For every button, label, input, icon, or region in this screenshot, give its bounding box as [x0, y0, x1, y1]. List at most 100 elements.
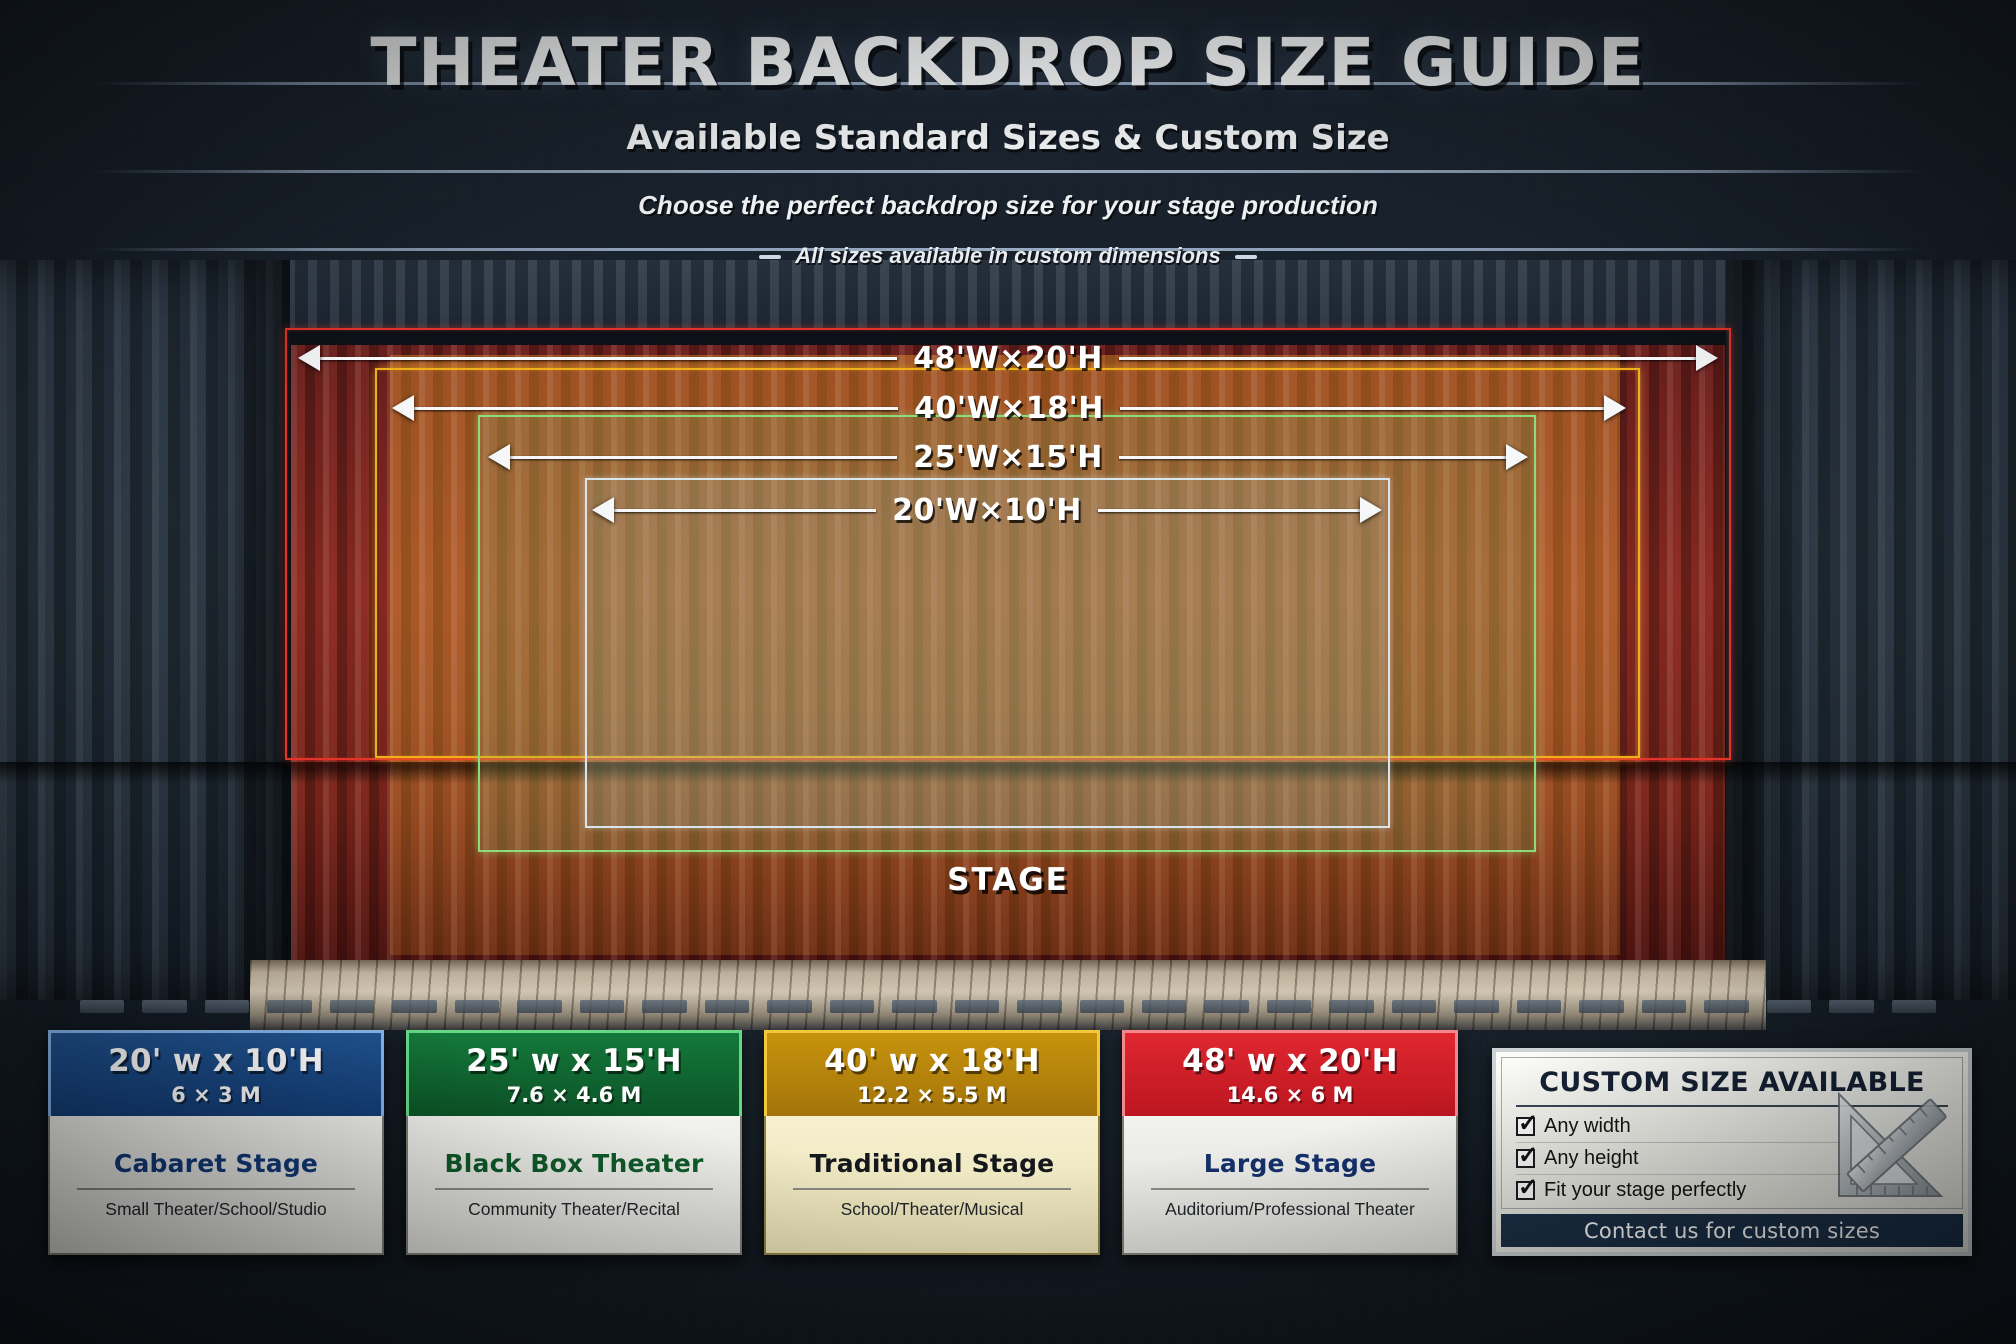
custom-size-inner: CUSTOM SIZE AVAILABLE Any width Any heig… — [1501, 1057, 1963, 1209]
seat — [517, 1000, 562, 1013]
dimension-line-left — [510, 455, 898, 459]
page-microline: All sizes available in custom dimensions — [0, 243, 2016, 269]
feature-label: Any height — [1544, 1147, 1639, 1169]
card-metric: 14.6 × 6 M — [1226, 1082, 1354, 1107]
seat — [80, 1000, 125, 1013]
card-feet: 40' w x 18'H — [824, 1042, 1040, 1079]
arrow-right-icon — [1604, 395, 1627, 421]
seat — [1579, 1000, 1624, 1013]
dimension-row-48x20: 48'W×20'H — [298, 338, 1719, 378]
seat — [1329, 1000, 1374, 1013]
card-use: Auditorium/Professional Theater — [1165, 1198, 1415, 1219]
seat — [1204, 1000, 1249, 1013]
checkbox-checked-icon[interactable] — [1516, 1176, 1538, 1200]
seat — [1891, 1000, 1937, 1013]
seat — [1391, 1000, 1437, 1013]
seat — [1454, 1000, 1499, 1013]
page-tagline: Choose the perfect backdrop size for you… — [638, 190, 1378, 220]
arrow-left-icon — [488, 444, 510, 470]
seat — [1516, 1000, 1562, 1013]
microline-text: All sizes available in custom dimensions — [795, 243, 1221, 268]
custom-size-cta[interactable]: Contact us for custom sizes — [1501, 1214, 1963, 1247]
dimension-row-20x10: 20'W×10'H — [592, 490, 1383, 530]
seat — [767, 1000, 812, 1013]
dimension-line-right — [1118, 455, 1507, 459]
card-name: Cabaret Stage — [113, 1149, 319, 1179]
dimension-label: 40'W×18'H — [914, 390, 1104, 426]
feature-label: Fit your stage perfectly — [1544, 1179, 1747, 1201]
dimension-row-25x15: 25'W×15'H — [488, 437, 1529, 477]
seat — [1704, 1000, 1749, 1013]
dimension-line-right — [1118, 356, 1697, 360]
card-header: 48' w x 20'H 14.6 × 6 M — [1122, 1030, 1458, 1116]
feature-label: Any width — [1544, 1115, 1631, 1137]
stage-label: STAGE — [947, 862, 1069, 898]
card-metric: 12.2 × 5.5 M — [857, 1082, 1007, 1107]
seat — [204, 1000, 250, 1013]
page-subtitle: Available Standard Sizes & Custom Size — [626, 118, 1390, 158]
size-card-cabaret-stage[interactable]: 20' w x 10'H 6 × 3 M Cabaret Stage Small… — [48, 1030, 384, 1255]
dimension-label: 20'W×10'H — [892, 492, 1082, 528]
dash-left-icon — [759, 255, 782, 260]
arrow-right-icon — [1696, 345, 1719, 371]
card-body: Large Stage Auditorium/Professional Thea… — [1122, 1116, 1458, 1255]
card-feet: 25' w x 15'H — [466, 1042, 682, 1079]
seat — [392, 1000, 437, 1013]
size-card-large-stage[interactable]: 48' w x 20'H 14.6 × 6 M Large Stage Audi… — [1122, 1030, 1458, 1255]
checkbox-checked-icon[interactable] — [1516, 1112, 1538, 1136]
seat — [704, 1000, 750, 1013]
seat — [1079, 1000, 1124, 1013]
card-use: Community Theater/Recital — [468, 1198, 680, 1219]
seat — [1766, 1000, 1812, 1013]
dimension-line-left — [414, 406, 899, 410]
custom-size-panel[interactable]: CUSTOM SIZE AVAILABLE Any width Any heig… — [1492, 1048, 1972, 1256]
ruler-set-square-icon — [1838, 1091, 1947, 1197]
seat — [142, 1000, 187, 1013]
card-name: Large Stage — [1203, 1149, 1377, 1179]
checkbox-checked-icon[interactable] — [1516, 1144, 1538, 1168]
dash-right-icon — [1234, 255, 1257, 260]
seat — [1266, 1000, 1312, 1013]
seat — [1641, 1000, 1687, 1013]
seat — [954, 1000, 1000, 1013]
arrow-left-icon — [592, 497, 614, 523]
dimension-line-right — [1097, 508, 1361, 512]
card-name: Black Box Theater — [444, 1149, 704, 1179]
size-card-list: 20' w x 10'H 6 × 3 M Cabaret Stage Small… — [48, 1030, 1458, 1255]
card-body: Cabaret Stage Small Theater/School/Studi… — [48, 1116, 384, 1255]
seat — [579, 1000, 625, 1013]
seat — [454, 1000, 500, 1013]
dimension-label: 25'W×15'H — [913, 439, 1103, 475]
seat — [329, 1000, 375, 1013]
seat — [892, 1000, 937, 1013]
size-card-black-box-theater[interactable]: 25' w x 15'H 7.6 × 4.6 M Black Box Theat… — [406, 1030, 742, 1255]
card-use: School/Theater/Musical — [840, 1198, 1024, 1219]
card-divider — [1150, 1188, 1430, 1190]
card-use: Small Theater/School/Studio — [105, 1198, 327, 1219]
size-rect-20x10 — [585, 478, 1390, 828]
card-divider — [434, 1188, 714, 1190]
card-metric: 7.6 × 4.6 M — [506, 1082, 642, 1107]
dimension-line-right — [1119, 406, 1605, 410]
card-feet: 48' w x 20'H — [1182, 1042, 1398, 1079]
card-divider — [76, 1188, 356, 1190]
page-title: THEATER BACKDROP SIZE GUIDE — [370, 24, 1646, 101]
arrow-right-icon — [1506, 444, 1529, 470]
card-header: 20' w x 10'H 6 × 3 M — [48, 1030, 384, 1116]
arrow-left-icon — [392, 395, 414, 421]
seat — [642, 1000, 687, 1013]
size-card-traditional-stage[interactable]: 40' w x 18'H 12.2 × 5.5 M Traditional St… — [764, 1030, 1100, 1255]
card-feet: 20' w x 10'H — [108, 1042, 324, 1079]
card-header: 25' w x 15'H 7.6 × 4.6 M — [406, 1030, 742, 1116]
card-header: 40' w x 18'H 12.2 × 5.5 M — [764, 1030, 1100, 1116]
arrow-left-icon — [298, 345, 320, 371]
seat — [829, 1000, 875, 1013]
card-body: Traditional Stage School/Theater/Musical — [764, 1116, 1100, 1255]
seat — [267, 1000, 312, 1013]
seat — [1141, 1000, 1187, 1013]
dimension-row-40x18: 40'W×18'H — [392, 388, 1627, 428]
audience-seating-row — [0, 1000, 2016, 1022]
arrow-right-icon — [1360, 497, 1383, 523]
poster-header: THEATER BACKDROP SIZE GUIDE Available St… — [0, 0, 2016, 280]
